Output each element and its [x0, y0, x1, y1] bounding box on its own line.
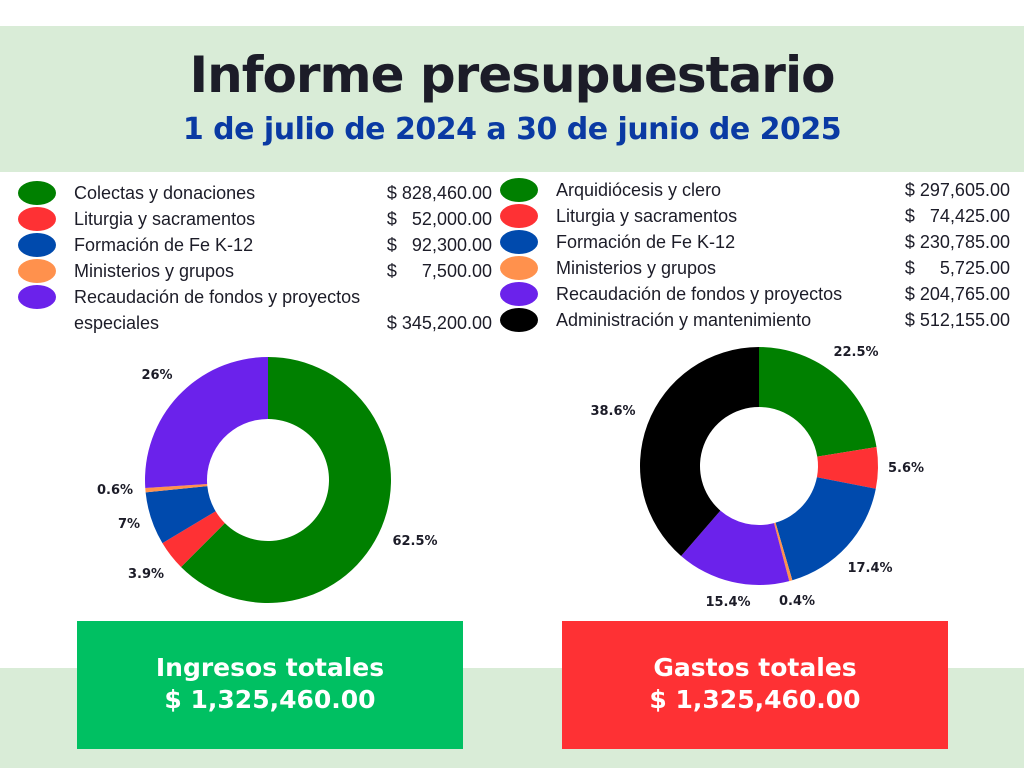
legend-amount: $ 52,000.00 — [386, 209, 492, 229]
slice-percent-label: 17.4% — [847, 561, 892, 576]
donut-slice — [816, 447, 878, 489]
donut-slice — [759, 347, 877, 457]
legend-swatch — [18, 181, 56, 205]
expense-total-value: $ 1,325,460.00 — [649, 685, 861, 714]
income-total-value: $ 1,325,460.00 — [164, 685, 376, 714]
legend-swatch — [500, 230, 538, 254]
legend-label: Ministerios y grupos — [74, 261, 235, 281]
legend-item: Ministerios y grupos $ 5,725.00 — [500, 255, 1010, 281]
legend-amount: $ 92,300.00 — [386, 235, 492, 255]
legend-swatch — [500, 256, 538, 280]
legend-amount: $ 7,500.00 — [386, 261, 492, 281]
legend-swatch — [500, 282, 538, 306]
expense-total-label: Gastos totales — [653, 653, 857, 682]
legend-swatch — [500, 178, 538, 202]
donut-slice — [181, 357, 391, 603]
legend-swatch — [18, 259, 56, 283]
legend-swatch — [18, 233, 56, 257]
legend-item: Formación de Fe K-12 $ 230,785.00 — [500, 229, 1010, 255]
slice-percent-label: 0.6% — [97, 483, 133, 498]
legend-label: Liturgia y sacramentos — [556, 206, 738, 226]
legend-label: Arquidiócesis y clero — [556, 180, 722, 200]
income-total-box: Ingresos totales $ 1,325,460.00 — [77, 621, 463, 749]
page-title: Informe presupuestario — [189, 46, 836, 104]
legend-label: Recaudación de fondos y proyectos — [74, 287, 361, 307]
slice-percent-label: 7% — [118, 517, 140, 532]
legend-item: Recaudación de fondos y proyectos $ 204,7… — [500, 281, 1010, 307]
donut-slice — [144, 357, 268, 489]
legend-label: Colectas y donaciones — [74, 183, 256, 203]
legend-swatch — [18, 285, 56, 309]
legend-amount: $ 5,725.00 — [904, 258, 1010, 278]
income-legend: Colectas y donaciones $ 828,460.00 Liturgi… — [18, 180, 492, 340]
income-total-label: Ingresos totales — [155, 653, 385, 682]
donut-slice — [162, 511, 225, 567]
donut-slice — [640, 347, 759, 556]
legend-amount: $ 512,155.00 — [904, 310, 1010, 330]
legend-item: Formación de Fe K-12 $ 92,300.00 — [18, 232, 492, 258]
legend-item: Arquidiócesis y clero $ 297,605.00 — [500, 177, 1010, 203]
legend-amount: $ 74,425.00 — [904, 206, 1010, 226]
page-subtitle: 1 de julio de 2024 a 30 de junio de 2025 — [182, 112, 842, 147]
legend-item: Administración y mantenimiento $ 512,155.… — [500, 307, 1010, 333]
slice-percent-label: 0.4% — [779, 594, 815, 609]
slice-percent-label: 62.5% — [392, 534, 437, 549]
legend-label: especiales — [74, 313, 160, 333]
expense-total-box: Gastos totales $ 1,325,460.00 — [562, 621, 948, 749]
legend-amount: $ 297,605.00 — [904, 180, 1010, 200]
donut-slice — [681, 510, 790, 585]
donut-slice — [145, 483, 208, 493]
legend-item: Liturgia y sacramentos $ 74,425.00 — [500, 203, 1010, 229]
legend-swatch — [500, 308, 538, 332]
donut-slice — [775, 477, 876, 581]
slice-percent-label: 38.6% — [590, 404, 635, 419]
legend-label: Ministerios y grupos — [556, 258, 717, 278]
donut-slice — [145, 486, 216, 544]
legend-label: Formación de Fe K-12 — [74, 235, 254, 255]
donut-slice — [773, 522, 793, 582]
legend-swatch — [18, 207, 56, 231]
slice-percent-label: 5.6% — [888, 461, 924, 476]
legend-item: Ministerios y grupos $ 7,500.00 — [18, 258, 492, 284]
legend-item: Recaudación de fondos y proyectos especia… — [18, 284, 492, 336]
header-band — [0, 26, 1024, 172]
legend-amount: $ 230,785.00 — [904, 232, 1010, 252]
legend-swatch — [500, 204, 538, 228]
legend-amount: $ 204,765.00 — [904, 284, 1010, 304]
slice-percent-label: 26% — [141, 368, 172, 383]
slice-percent-label: 3.9% — [128, 567, 164, 582]
slice-percent-label: 15.4% — [705, 595, 750, 610]
legend-amount: $ 828,460.00 — [386, 183, 492, 203]
slice-percent-label: 22.5% — [833, 345, 878, 360]
legend-label: Formación de Fe K-12 — [556, 232, 736, 252]
legend-item: Liturgia y sacramentos $ 52,000.00 — [18, 206, 492, 232]
legend-label: Liturgia y sacramentos — [74, 209, 256, 229]
expense-legend: Arquidiócesis y clero $ 297,605.00 Liturgi… — [500, 177, 1015, 337]
legend-amount: $ 345,200.00 — [386, 313, 492, 333]
legend-label: Administración y mantenimiento — [556, 310, 812, 330]
legend-item: Colectas y donaciones $ 828,460.00 — [18, 180, 492, 206]
legend-label: Recaudación de fondos y proyectos — [556, 284, 843, 304]
